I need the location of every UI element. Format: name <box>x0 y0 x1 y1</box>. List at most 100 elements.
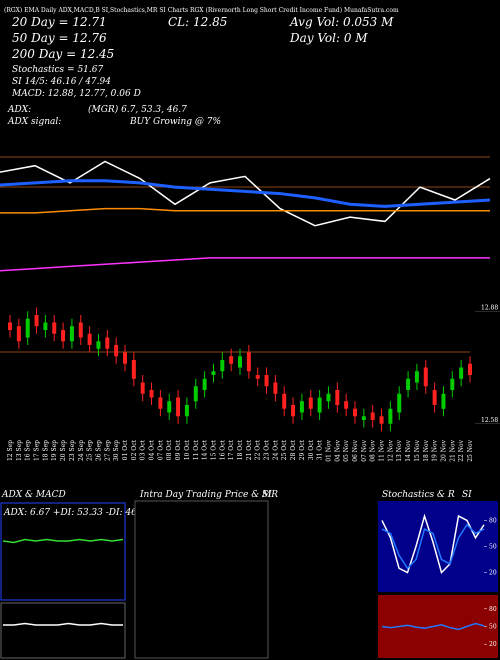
x-tick-label: 24 Sep <box>78 440 85 461</box>
day-vol: Day Vol: 0 M <box>289 31 368 45</box>
y-tick-label: 50 <box>489 624 497 631</box>
candle-body <box>78 322 83 338</box>
x-tick-label: 06 Nov <box>352 439 359 461</box>
candle-body <box>273 382 278 394</box>
x-tick-label: 08 Oct <box>166 439 173 460</box>
close: CL: 12.85 <box>168 15 227 29</box>
candle-body <box>61 330 66 342</box>
candle-body <box>414 371 419 383</box>
x-tick-label: 21 Oct <box>246 439 253 460</box>
y-tick-label: 20 <box>489 641 497 648</box>
x-tick-label: 26 Sep <box>95 440 102 461</box>
candle-body <box>184 405 189 417</box>
candle-body <box>149 390 154 398</box>
candle-body <box>299 401 304 413</box>
panel-title: Intra Day Trading Price & MR <box>139 490 278 500</box>
x-tick-label: 23 Oct <box>264 439 271 460</box>
x-tick-label: 18 Sep <box>42 440 49 461</box>
x-tick-label: 11 Oct <box>193 439 200 460</box>
adx-annotation: ADX: 6.67 +DI: 53.33 -DI: 46.67 <box>3 508 151 518</box>
panel <box>0 602 126 659</box>
ma50: 50 Day = 12.76 <box>12 31 107 45</box>
series-line <box>3 622 123 626</box>
candle-body <box>105 337 110 349</box>
candle-body <box>87 333 92 345</box>
panel-title: SI <box>462 490 472 500</box>
adx-value: (MGR) 6.7, 53.3, 46.7 <box>88 104 187 115</box>
x-tick-label: 31 Oct <box>317 439 324 460</box>
candle-body <box>158 397 163 409</box>
x-tick-label: 01 Oct <box>122 439 129 460</box>
series-line <box>381 513 485 575</box>
x-tick-label: 09 Oct <box>175 439 182 460</box>
candle-body <box>16 326 21 342</box>
candle-body <box>388 408 393 424</box>
candle-body <box>123 352 127 364</box>
candle-body <box>397 393 402 413</box>
x-tick-label: 30 Sep <box>113 440 120 461</box>
candle-body <box>361 416 366 420</box>
x-tick-label: 25 Oct <box>281 439 288 460</box>
x-tick-label: 28 Oct <box>290 439 297 460</box>
panel-title: SI <box>262 490 272 500</box>
x-tick-label: 29 Oct <box>299 439 306 460</box>
x-tick-label: 22 Nov <box>458 439 465 461</box>
x-tick-label: 21 Nov <box>449 439 456 461</box>
candle-body <box>114 345 119 357</box>
candle-body <box>432 390 437 405</box>
x-tick-label: 14 Oct <box>202 439 209 460</box>
x-tick-label: 04 Oct <box>149 439 156 460</box>
candle-body <box>25 318 30 338</box>
y-tick-label: 20 <box>489 570 497 577</box>
y-tick-label: 80 <box>489 517 497 524</box>
candle-body <box>211 371 216 375</box>
header-line: (RGX) EMA Daily ADX,MACD,B SI,Stochastic… <box>4 7 399 14</box>
si: SI 14/5: 46.16 / 47.94 <box>12 77 111 87</box>
adx-signal-label: ADX signal: <box>7 117 61 127</box>
series-line <box>381 523 485 570</box>
candle-body <box>238 356 242 368</box>
y-tick-label: 50 <box>489 544 497 551</box>
x-tick-label: 05 Nov <box>343 439 350 461</box>
ma20: 20 Day = 12.71 <box>11 15 107 29</box>
x-tick-label: 13 Sep <box>16 440 23 461</box>
panel-title: Stochastics & R <box>382 490 455 500</box>
x-tick-label: 12 Sep <box>7 440 14 461</box>
candle-body <box>370 412 375 420</box>
x-tick-label: 19 Nov <box>432 439 439 461</box>
x-tick-label: 16 Oct <box>219 439 226 460</box>
adx-label: ADX: <box>7 105 31 115</box>
candle-body <box>335 390 340 405</box>
macd: MACD: 12.88, 12.77, 0.06 D <box>11 89 141 99</box>
candle-body <box>264 375 269 387</box>
x-tick-label: 24 Oct <box>272 439 279 460</box>
series-line <box>2 538 124 544</box>
candle-body <box>450 378 455 390</box>
x-tick-label: 30 Oct <box>308 439 315 460</box>
x-tick-label: 13 Nov <box>396 439 403 461</box>
stochastics: Stochastics = 51.67 <box>12 65 103 75</box>
candle-body <box>255 375 260 379</box>
adx-signal: BUY Growing @ 7% <box>129 117 221 127</box>
candle-body <box>353 408 357 417</box>
x-tick-label: 25 Sep <box>87 440 94 461</box>
y-tick-label: 12.58 <box>481 417 498 424</box>
x-tick-label: 04 Nov <box>334 439 341 461</box>
x-tick-label: 11 Nov <box>379 439 386 461</box>
x-tick-label: 03 Oct <box>140 439 147 460</box>
candle-body <box>8 322 12 330</box>
panel <box>134 500 269 659</box>
candle-body <box>167 401 172 413</box>
series-line <box>381 622 485 631</box>
x-tick-label: 23 Sep <box>69 440 76 461</box>
candle-body <box>131 360 136 379</box>
candle-body <box>308 397 313 409</box>
avg-vol: Avg Vol: 0.053 M <box>289 15 394 29</box>
candle-body <box>202 378 207 390</box>
x-tick-label: 15 Oct <box>210 439 217 460</box>
y-tick-label: 80 <box>489 606 497 613</box>
x-tick-label: 18 Oct <box>237 439 244 460</box>
candle-body <box>193 386 198 402</box>
